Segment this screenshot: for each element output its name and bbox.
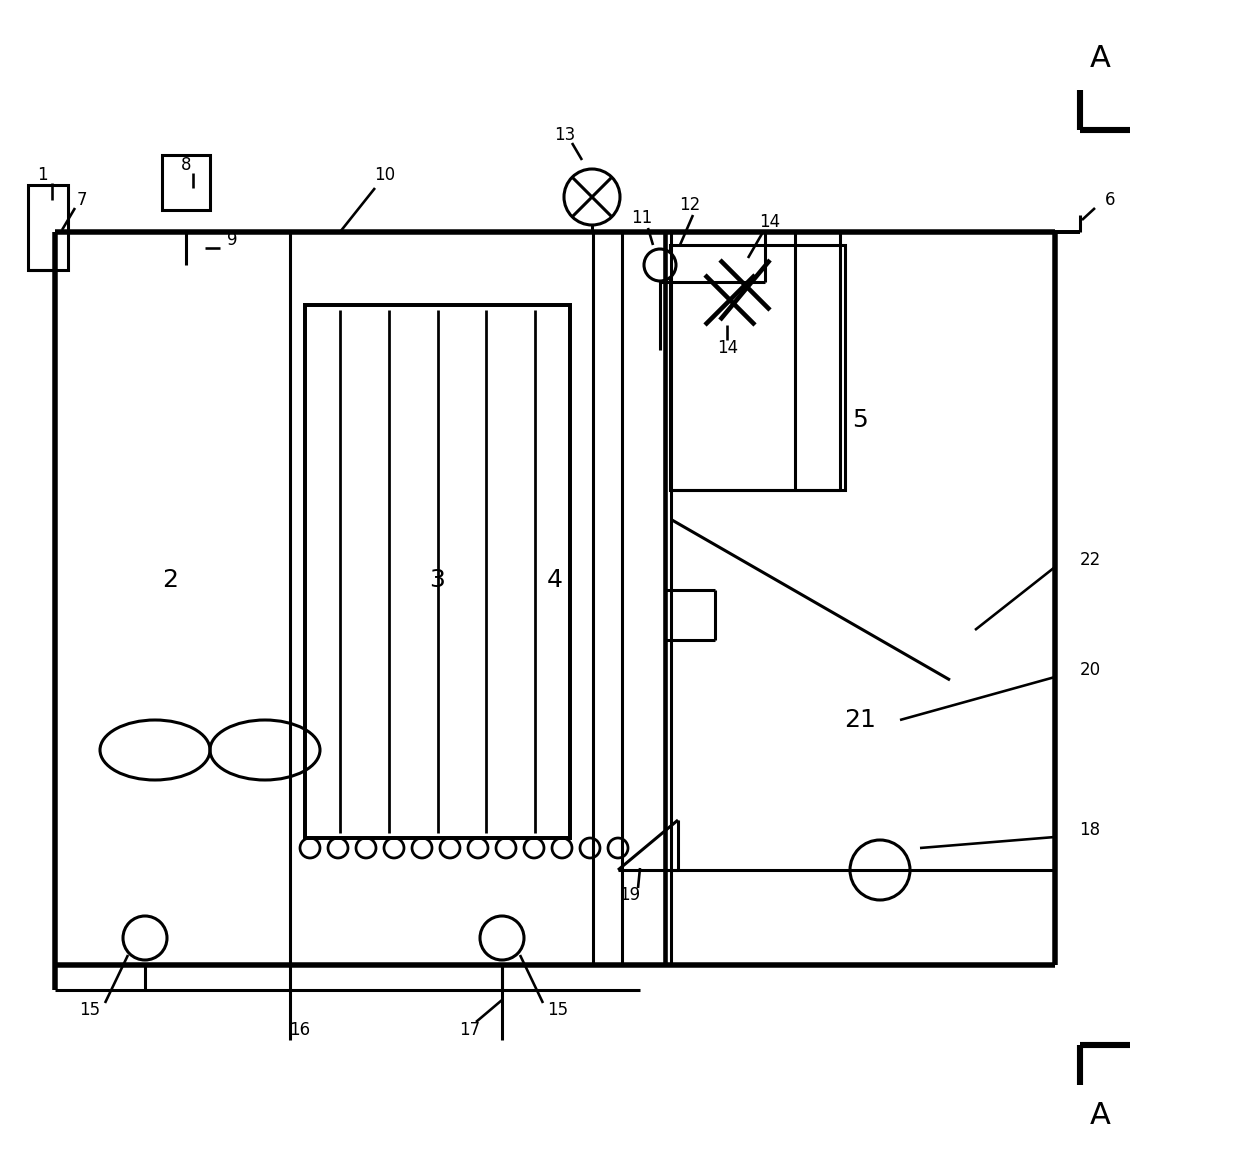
Text: 2: 2 (162, 568, 179, 592)
Circle shape (564, 169, 620, 225)
Text: 8: 8 (181, 156, 191, 174)
Text: 19: 19 (620, 886, 641, 904)
Text: 14: 14 (718, 339, 739, 358)
Text: 1: 1 (37, 166, 47, 183)
Bar (162, 155, 210, 211)
Text: 9: 9 (227, 230, 237, 249)
Text: 14: 14 (759, 213, 780, 230)
Text: 22: 22 (1079, 552, 1101, 569)
Text: 13: 13 (554, 126, 575, 143)
Text: 3: 3 (429, 568, 445, 592)
Text: 21: 21 (844, 708, 875, 731)
Text: A: A (1090, 44, 1111, 73)
Text: 18: 18 (1080, 821, 1101, 838)
Text: 20: 20 (1080, 661, 1101, 679)
Text: 15: 15 (79, 1001, 100, 1018)
Text: 5: 5 (852, 408, 868, 432)
Text: 7: 7 (77, 191, 87, 209)
Bar (305, 305, 570, 838)
Text: 6: 6 (1105, 191, 1115, 209)
Text: 12: 12 (680, 196, 701, 214)
Circle shape (644, 249, 676, 281)
Bar (29, 185, 68, 270)
Text: 4: 4 (547, 568, 563, 592)
Text: A: A (1090, 1101, 1111, 1129)
Text: 17: 17 (460, 1021, 481, 1040)
Bar (670, 245, 844, 490)
Text: 10: 10 (374, 166, 396, 183)
Text: 16: 16 (289, 1021, 310, 1040)
Text: 11: 11 (631, 209, 652, 227)
Text: 15: 15 (547, 1001, 569, 1018)
